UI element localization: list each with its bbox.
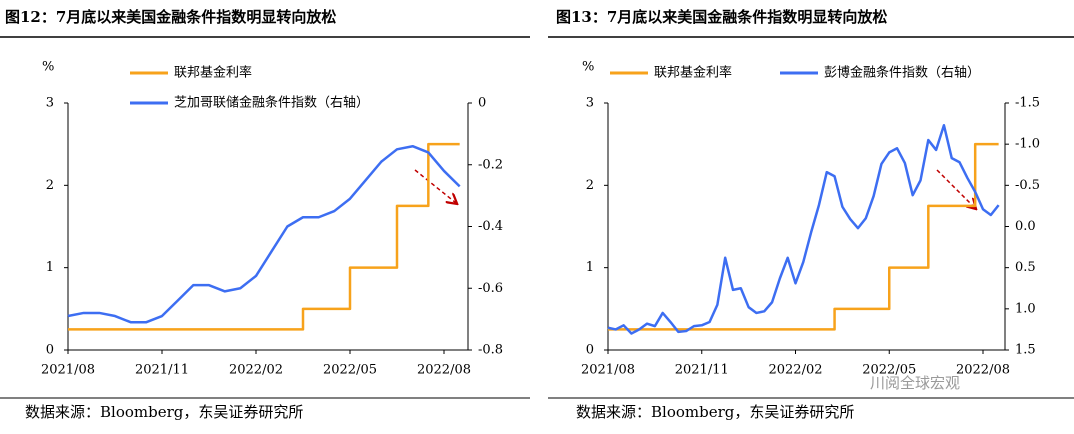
series-line <box>607 123 1000 335</box>
y-tick-label: 1 <box>586 260 594 275</box>
x-tick-label: 2022/08 <box>417 363 471 378</box>
x-tick-label: 2022/05 <box>323 363 377 378</box>
y-tick-label: 2 <box>46 178 54 193</box>
y-axis-label: % <box>42 60 54 75</box>
trend-arrow <box>414 169 456 203</box>
y2-tick-label: -0.5 <box>1015 178 1040 193</box>
watermark: 川阅全球宏观 <box>870 374 960 392</box>
y2-tick-label: -0.6 <box>478 281 503 296</box>
x-tick-label: 2021/08 <box>41 363 95 378</box>
y-tick-label: 0 <box>46 343 54 358</box>
x-tick-label: 2022/05 <box>862 363 916 378</box>
y2-tick-label: -1.0 <box>1015 137 1040 152</box>
y2-tick-label: 1.5 <box>1015 343 1036 358</box>
trend-arrow <box>936 169 975 208</box>
series-line <box>608 142 999 331</box>
chart-title: 图13：7月底以来美国金融条件指数明显转向放松 <box>556 8 887 26</box>
y2-tick-label: -0.2 <box>478 157 503 172</box>
legend-label: 联邦基金利率 <box>174 65 252 81</box>
y-tick-label: 2 <box>586 178 594 193</box>
source: 数据来源：Bloomberg，东吴证券研究所 <box>25 403 303 421</box>
y2-tick-label: -0.4 <box>478 219 503 234</box>
y-axis-label: % <box>582 60 594 75</box>
y-tick-label: 3 <box>586 96 594 111</box>
y-tick-label: 3 <box>46 96 54 111</box>
x-tick-label: 2022/02 <box>768 363 822 378</box>
y2-tick-label: -1.5 <box>1015 96 1040 111</box>
y-tick-label: 1 <box>46 260 54 275</box>
legend-label: 芝加哥联储金融条件指数（右轴） <box>174 95 369 111</box>
y2-tick-label: 1.0 <box>1015 301 1036 316</box>
x-tick-label: 2021/11 <box>135 363 189 378</box>
series-line <box>67 144 461 324</box>
y2-tick-label: 0.0 <box>1015 219 1036 234</box>
y2-tick-label: 0 <box>478 96 486 111</box>
x-tick-label: 2022/02 <box>229 363 283 378</box>
x-tick-label: 2022/08 <box>956 363 1010 378</box>
chart-title: 图12：7月底以来美国金融条件指数明显转向放松 <box>5 8 336 26</box>
y-tick-label: 0 <box>586 343 594 358</box>
legend-label: 彭博金融条件指数（右轴） <box>824 65 980 81</box>
x-tick-label: 2021/08 <box>581 363 635 378</box>
series-line <box>68 142 460 331</box>
x-tick-label: 2021/11 <box>675 363 729 378</box>
y2-tick-label: 0.5 <box>1015 260 1036 275</box>
source: 数据来源：Bloomberg，东吴证券研究所 <box>576 403 854 421</box>
y2-tick-label: -0.8 <box>478 343 503 358</box>
legend-label: 联邦基金利率 <box>654 65 732 81</box>
